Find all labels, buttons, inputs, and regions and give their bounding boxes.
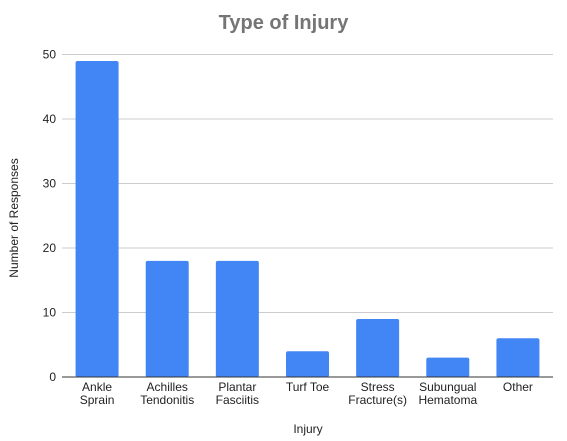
x-axis-label: Injury (293, 422, 322, 436)
bar (426, 357, 470, 377)
y-axis-ticks: 0 10 20 30 40 50 (43, 48, 57, 385)
x-axis-categories: Ankle Sprain Achilles Tendonitis Plantar Fasc… (80, 380, 533, 407)
bar (75, 60, 119, 377)
y-tick-label: 40 (43, 112, 57, 126)
bar (496, 338, 540, 377)
x-tick-label: Subungual Hematoma (418, 380, 477, 407)
y-tick-label: 0 (49, 370, 56, 384)
bar (356, 318, 400, 377)
y-axis-label: Number of Responses (7, 158, 21, 277)
x-tick-label: Plantar Fasciitis (216, 380, 259, 407)
bar (286, 351, 329, 377)
gridlines (62, 54, 553, 313)
bar (215, 260, 259, 377)
y-tick-label: 30 (43, 177, 57, 191)
x-tick-label: Achilles Tendonitis (140, 380, 194, 407)
chart-title: Type of Injury (219, 12, 350, 34)
x-tick-label: Turf Toe (286, 380, 330, 394)
x-tick-label: Other (503, 380, 533, 394)
x-tick-label: Stress Fracture(s) (348, 380, 407, 407)
bar (145, 260, 189, 377)
bars (75, 60, 540, 377)
x-tick-label: Ankle Sprain (80, 380, 115, 407)
y-tick-label: 10 (43, 306, 57, 320)
y-tick-label: 50 (43, 48, 57, 62)
y-tick-label: 20 (43, 241, 57, 255)
